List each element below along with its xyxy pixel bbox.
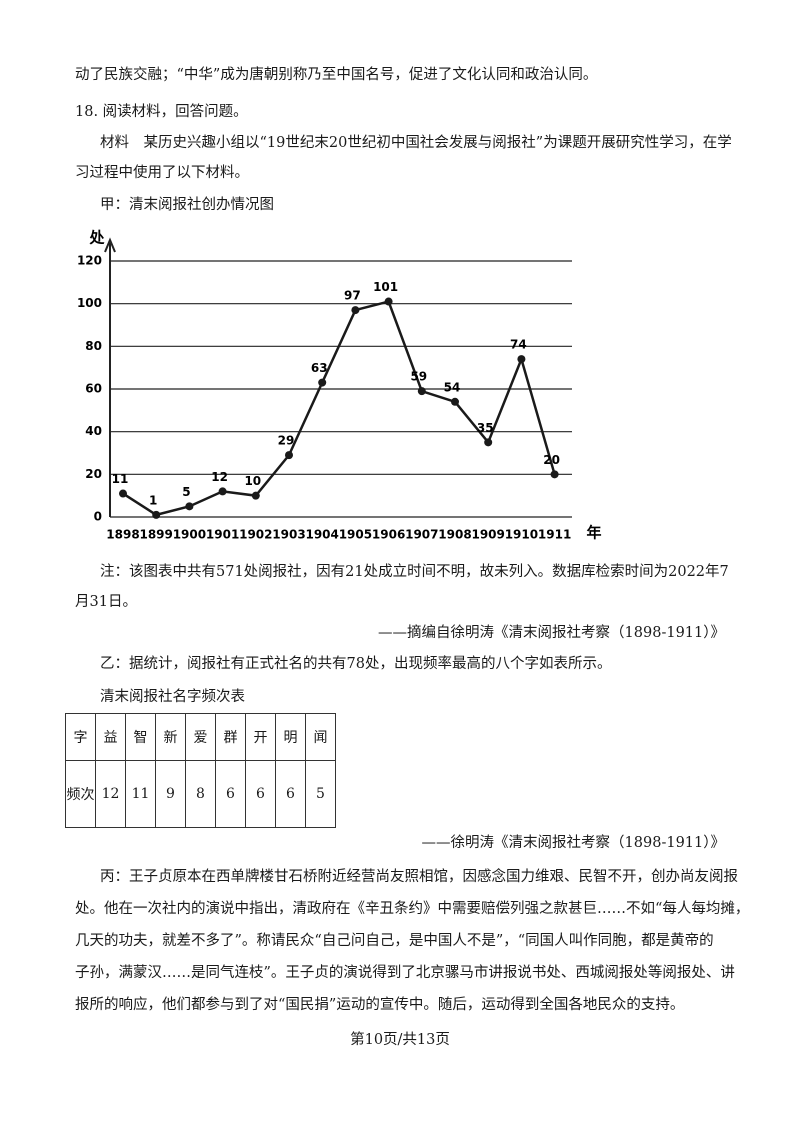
x-tick-label: 1900 bbox=[173, 528, 206, 542]
x-tick-label: 1911 bbox=[538, 528, 571, 542]
data-point bbox=[484, 438, 493, 447]
table-cell: 益 bbox=[95, 713, 126, 761]
data-label: 59 bbox=[410, 370, 427, 384]
y-tick-label: 20 bbox=[85, 467, 102, 481]
table-cell: 6 bbox=[215, 760, 246, 828]
x-tick-label: 1910 bbox=[505, 528, 538, 542]
y-tick-label: 120 bbox=[77, 254, 102, 268]
data-label: 74 bbox=[510, 338, 527, 352]
source: ——徐明涛《清末阅报社考察（1898-1911）》 bbox=[421, 835, 725, 851]
data-label: 5 bbox=[182, 485, 190, 499]
data-point bbox=[218, 487, 227, 496]
x-tick-label: 1909 bbox=[471, 528, 504, 542]
y-tick-label: 0 bbox=[94, 510, 102, 524]
table-cell: 频次 bbox=[65, 760, 96, 828]
x-tick-label: 1907 bbox=[405, 528, 438, 542]
table-cell: 8 bbox=[185, 760, 216, 828]
table-cell: 开 bbox=[245, 713, 276, 761]
x-tick-label: 1902 bbox=[239, 528, 272, 542]
x-tick-label: 1904 bbox=[305, 528, 338, 542]
paragraph-line: 习过程中使用了以下材料。 bbox=[75, 165, 249, 181]
table-cell: 11 bbox=[125, 760, 156, 828]
data-point bbox=[152, 510, 161, 519]
table-cell: 爱 bbox=[185, 713, 216, 761]
y-tick-label: 40 bbox=[85, 424, 102, 438]
data-point bbox=[119, 489, 127, 498]
table-cell: 6 bbox=[245, 760, 276, 828]
page-footer: 第10页/共13页 bbox=[350, 1032, 450, 1048]
data-point bbox=[318, 378, 327, 387]
table-cell: 群 bbox=[215, 713, 246, 761]
data-point bbox=[451, 397, 459, 406]
data-point bbox=[285, 451, 293, 460]
paragraph-line: 处。他在一次社内的演说中指出，清政府在《辛丑条约》中需要赔偿列强之款甚巨……不如… bbox=[75, 901, 750, 917]
table-cell: 6 bbox=[275, 760, 306, 828]
question: 18. 阅读材料，回答问题。 bbox=[75, 104, 248, 120]
data-label: 1 bbox=[149, 493, 157, 507]
data-label: 10 bbox=[244, 474, 261, 488]
data-point bbox=[517, 355, 526, 364]
data-label: 63 bbox=[311, 361, 328, 375]
paragraph: 乙：据统计，阅报社有正式社名的共有78处，出现频率最高的八个字如表所示。 bbox=[100, 656, 612, 672]
y-axis-arrow bbox=[104, 237, 116, 253]
note-line: 注：该图表中共有571处阅报社，因有21处成立时间不明，故未列入。数据库检索时间… bbox=[100, 564, 729, 580]
x-axis-label: 年 bbox=[586, 524, 601, 542]
data-line bbox=[122, 300, 556, 517]
x-tick-label: 1908 bbox=[438, 528, 471, 542]
table: 字益智新爱群开明闻频次 12 11 9 8 6 6 6 5 bbox=[65, 713, 336, 828]
data-label: 101 bbox=[373, 280, 398, 294]
data-point bbox=[185, 502, 194, 511]
data-label: 29 bbox=[278, 434, 295, 448]
paragraph-line: 丙：王子贞原本在西单牌楼甘石桥附近经营尚友照相馆，因感念国力维艰、民智不开，创办… bbox=[100, 869, 738, 885]
x-tick-label: 1899 bbox=[139, 528, 172, 542]
table-row: 频次 12 11 9 8 6 6 6 5 bbox=[65, 760, 336, 828]
data-point bbox=[417, 387, 426, 396]
table-cell: 5 bbox=[305, 760, 336, 828]
table-cell: 12 bbox=[95, 760, 126, 828]
x-tick-label: 1898 bbox=[106, 528, 139, 542]
note-line: 月31日。 bbox=[75, 594, 137, 610]
data-label: 20 bbox=[543, 453, 560, 467]
table-title: 清末阅报社名字频次表 bbox=[100, 689, 245, 705]
paragraph-line: 子孙，满蒙汉……是同气连枝”。王子贞的演说得到了北京骡马市讲报说书处、西城阅报处… bbox=[75, 965, 735, 981]
data-label: 54 bbox=[444, 380, 461, 394]
x-tick-label: 1906 bbox=[372, 528, 405, 542]
y-tick-label: 60 bbox=[85, 382, 102, 396]
table-cell: 字 bbox=[65, 713, 96, 761]
data-label: 97 bbox=[344, 289, 361, 303]
paragraph-line: 材料 某历史兴趣小组以“19世纪末20世纪初中国社会发展与阅报社”为课题开展研究… bbox=[100, 135, 732, 151]
table-row: 字益智新爱群开明闻 bbox=[65, 713, 336, 761]
source: ——摘编自徐明涛《清末阅报社考察（1898-1911）》 bbox=[378, 625, 725, 641]
table-cell: 9 bbox=[155, 760, 186, 828]
x-tick-label: 1903 bbox=[272, 528, 305, 542]
data-label: 11 bbox=[112, 472, 129, 486]
chart-caption: 甲：清末阅报社创办情况图 bbox=[100, 197, 274, 213]
x-tick-label: 1905 bbox=[339, 528, 372, 542]
table-cell: 智 bbox=[125, 713, 156, 761]
y-tick-label: 80 bbox=[85, 339, 102, 353]
data-label: 12 bbox=[211, 470, 228, 484]
paragraph-line: 报所的响应，他们都参与到了对“国民捐”运动的宣传中。随后，运动得到全国各地民众的… bbox=[75, 997, 685, 1013]
data-point bbox=[251, 491, 260, 500]
table-cell: 闻 bbox=[305, 713, 336, 761]
data-point bbox=[550, 470, 559, 479]
x-tick-label: 1901 bbox=[206, 528, 239, 542]
data-point bbox=[351, 306, 360, 315]
y-tick-label: 100 bbox=[77, 296, 102, 310]
table-cell: 明 bbox=[275, 713, 306, 761]
table-cell: 新 bbox=[155, 713, 186, 761]
data-point bbox=[384, 297, 393, 306]
paragraph-line: 几天的功夫，就差不多了”。称请民众“自己问自己，是中国人不是”，“同国人叫作同胞… bbox=[75, 933, 714, 949]
data-label: 35 bbox=[477, 421, 494, 435]
paragraph: 动了民族交融；“中华”成为唐朝别称乃至中国名号，促进了文化认同和政治认同。 bbox=[75, 67, 598, 83]
y-axis-label: 处 bbox=[88, 229, 105, 247]
